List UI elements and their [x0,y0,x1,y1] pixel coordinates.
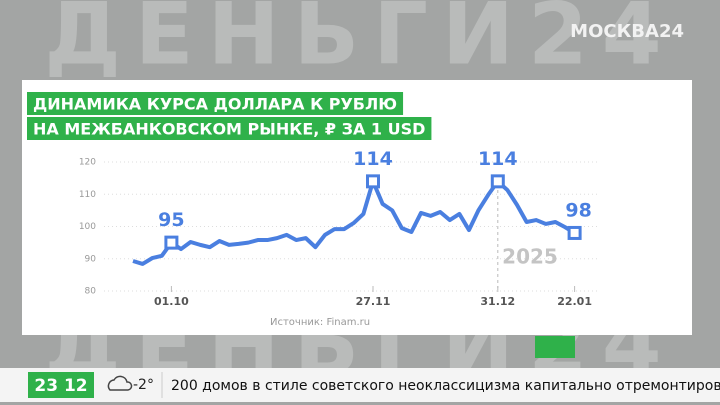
decoration [535,336,575,358]
time: 23 12 [34,376,87,396]
data-label: 114 [353,148,393,170]
point-marker [567,225,582,240]
watermark: ДЕНЬГИ24 [44,0,675,84]
weather: -2° [133,377,154,393]
channel-logo: МОСКВА24 [570,21,684,42]
annotation: 2025 [502,245,558,269]
chart-title: ДИНАМИКА КУРСА ДОЛЛАРА К РУБЛЮ НА МЕЖБАНК… [27,92,432,140]
time-box [28,372,94,398]
x-tick-label: 31.12 [480,295,515,308]
source: Источник: Finam.ru [270,317,370,328]
data-label: 95 [158,209,184,231]
point-marker [490,174,505,189]
x-tick-label: 01.10 [154,295,189,308]
weather-icon [107,375,133,391]
title-box [27,92,404,115]
data-label: 98 [565,199,591,221]
point-marker [366,174,380,189]
ticker-bar [0,368,720,402]
plot: 80 90 100 110 120 01.10 27.11 31.12 22.01 95 114 11… [79,148,600,308]
x-tick-label: 27.11 [356,295,391,308]
y-tick-label: 90 [85,254,97,264]
title-line: НА МЕЖБАНКОВСКОМ РЫНКЕ, ₽ ЗА 1 USD [33,120,425,139]
y-tick-label: 100 [79,222,96,232]
headline: 200 домов в стиле советского неоклассици… [171,378,720,394]
data-label: 114 [478,148,518,170]
title-line: ДИНАМИКА КУРСА ДОЛЛАРА К РУБЛЮ [33,95,397,114]
y-tick-label: 120 [79,158,96,168]
y-tick-label: 80 [85,287,97,297]
x-tick-label: 22.01 [557,295,592,308]
point-marker [164,235,179,250]
y-tick-label: 110 [79,190,96,200]
title-box [27,117,432,140]
